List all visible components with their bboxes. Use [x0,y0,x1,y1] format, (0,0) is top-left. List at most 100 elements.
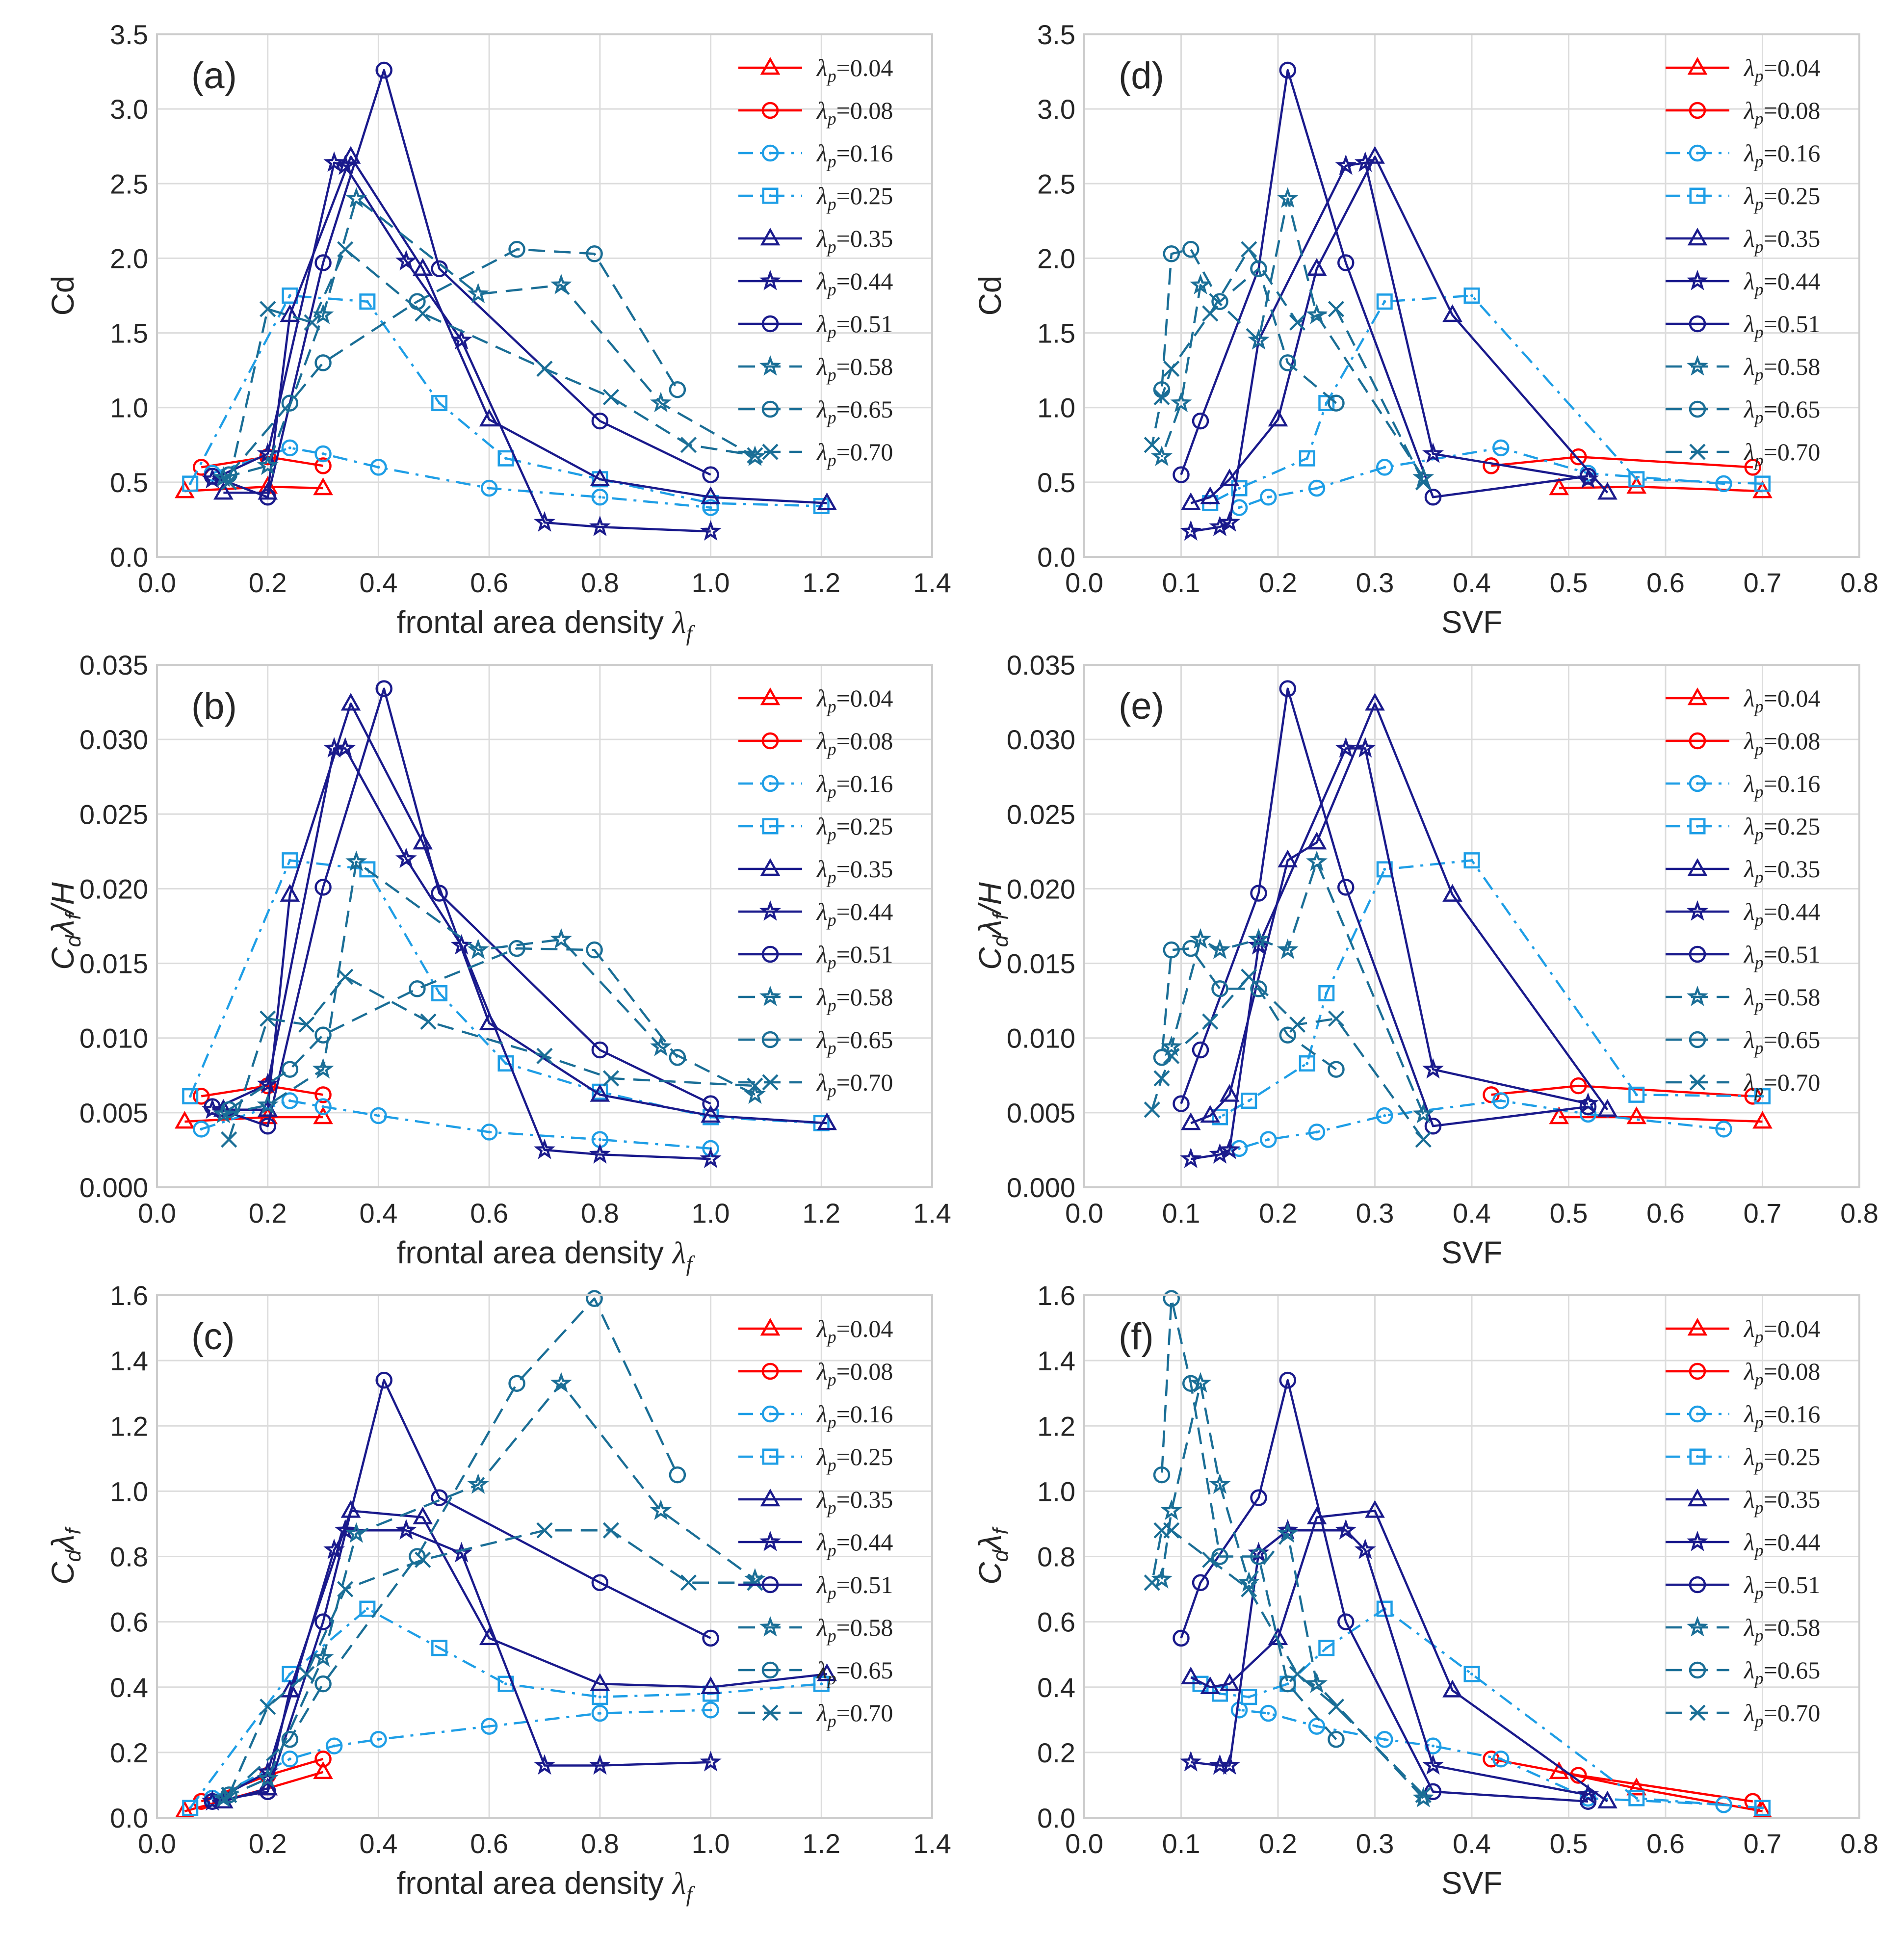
legend-value: =0.65 [836,1026,893,1053]
data-point [1415,1131,1432,1148]
legend-marker [1689,1661,1706,1679]
x-tick-label: 0.8 [1840,1198,1878,1229]
data-point [340,693,361,711]
data-point [1231,480,1248,497]
x-tick-label: 0.6 [470,1828,508,1859]
legend-label: λp=0.16 [816,139,893,171]
marker-square [1628,471,1645,488]
legend-value: =0.08 [1764,727,1821,755]
data-point [370,459,387,476]
x-tick-label: 0.2 [1259,1828,1297,1859]
data-point [602,389,620,406]
data-point [1328,1699,1345,1715]
legend-marker [759,1616,782,1637]
data-point [1335,154,1357,175]
data-point [590,1673,610,1691]
legend-value: =0.58 [1764,983,1821,1011]
y-tick-label: 1.6 [110,1280,148,1311]
data-point [533,1754,556,1775]
legend-subscript: p [826,66,836,86]
legend-marker [762,444,779,460]
legend-entry: λp=0.16 [738,1400,893,1432]
legend-marker [760,228,781,246]
legend-marker [1689,1576,1706,1594]
data-point [650,392,672,413]
data-point [1200,1105,1221,1123]
series-λp=0.44 [1180,1519,1599,1805]
legend-label: λp=0.58 [1743,983,1820,1015]
legend-subscript: p [1753,1413,1764,1432]
series-group [1144,1290,1773,1818]
marker-dot [1470,294,1473,297]
y-tick-label: 1.6 [1037,1280,1075,1311]
x-tick-label: 0.0 [138,567,176,598]
data-point [1250,1548,1267,1565]
marker-dot [769,1455,772,1458]
x-tick-label: 1.0 [692,567,730,598]
data-point [1424,489,1442,506]
series-line [1239,446,1724,509]
legend-symbol: λ [816,1699,828,1727]
legend-entry: λp=0.44 [738,267,893,299]
legend-symbol: λ [1743,310,1755,338]
y-tick-label: 0.020 [79,873,148,904]
data-point [204,1098,221,1115]
xlabel-subscript: f [686,1882,696,1907]
data-point [586,1290,603,1307]
legend-symbol: λ [816,54,828,81]
y-tick-label: 1.0 [1037,392,1075,423]
data-point [314,1750,332,1768]
legend-entry: λp=0.35 [1666,1486,1820,1517]
legend-label: λp=0.58 [816,353,893,385]
marker-ring [370,459,387,476]
marker-square [1376,1600,1393,1617]
data-point [257,1094,279,1115]
data-point [323,1539,345,1559]
marker-dot [488,1725,491,1728]
x-tick-label: 0.5 [1550,1198,1588,1229]
legend-label: λp=0.04 [816,684,893,716]
legend-entry: λp=0.08 [738,727,893,759]
data-point [1279,1026,1296,1044]
legend-value: =0.58 [1764,1614,1821,1641]
data-point [1549,477,1569,496]
legend-subscript: p [826,237,836,257]
legend-marker [761,1661,779,1679]
data-point [701,1105,721,1123]
series-line [228,947,678,1111]
data-point [467,1473,489,1494]
data-point [257,1760,279,1781]
legend-symbol: λ [1743,1699,1755,1727]
data-point [1250,885,1267,902]
marker-dot [1761,1095,1764,1098]
legend-subscript: p [1753,1455,1764,1475]
series-line [212,446,711,509]
data-point [480,1718,498,1735]
y-tick-label: 0.5 [1037,467,1075,498]
ylabel-sub-d: d [989,935,1013,947]
x-tick-label: 0.0 [138,1198,176,1229]
legend-subscript: p [1753,867,1764,887]
legend-symbol: λ [816,225,828,252]
x-tick-label: 0.4 [359,1198,397,1229]
legend-entry: λp=0.35 [1666,225,1820,257]
data-point [413,1506,433,1524]
series-λp=0.58 [1150,187,1435,487]
legend-entry: λp=0.58 [1666,1614,1820,1646]
series-line [211,1529,711,1803]
series-line [223,861,756,1116]
data-point [1337,254,1355,271]
data-point [313,477,333,496]
marker-dot [598,1695,601,1699]
legend-symbol: λ [1743,1614,1755,1641]
legend-entry: λp=0.04 [738,1315,893,1347]
data-point [550,274,572,294]
y-tick-label: 0.0 [1037,542,1075,573]
marker-dot [1325,992,1328,995]
legend-entry: λp=0.65 [1666,1656,1820,1688]
marker-dot [1383,1114,1386,1117]
series-λp=0.44 [201,1519,722,1811]
legend-entry: λp=0.25 [738,1443,893,1475]
data-point [1442,1679,1462,1698]
legend-marker [1686,1530,1709,1551]
